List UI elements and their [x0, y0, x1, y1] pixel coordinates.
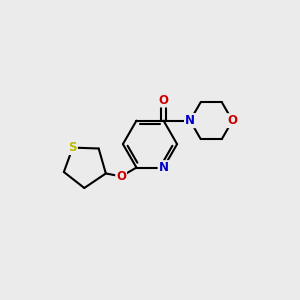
Text: N: N: [185, 114, 195, 127]
Text: O: O: [116, 170, 126, 183]
Text: S: S: [68, 141, 77, 154]
Text: O: O: [227, 114, 237, 127]
Text: N: N: [158, 161, 169, 174]
Text: N: N: [185, 114, 195, 127]
Text: O: O: [158, 94, 169, 106]
